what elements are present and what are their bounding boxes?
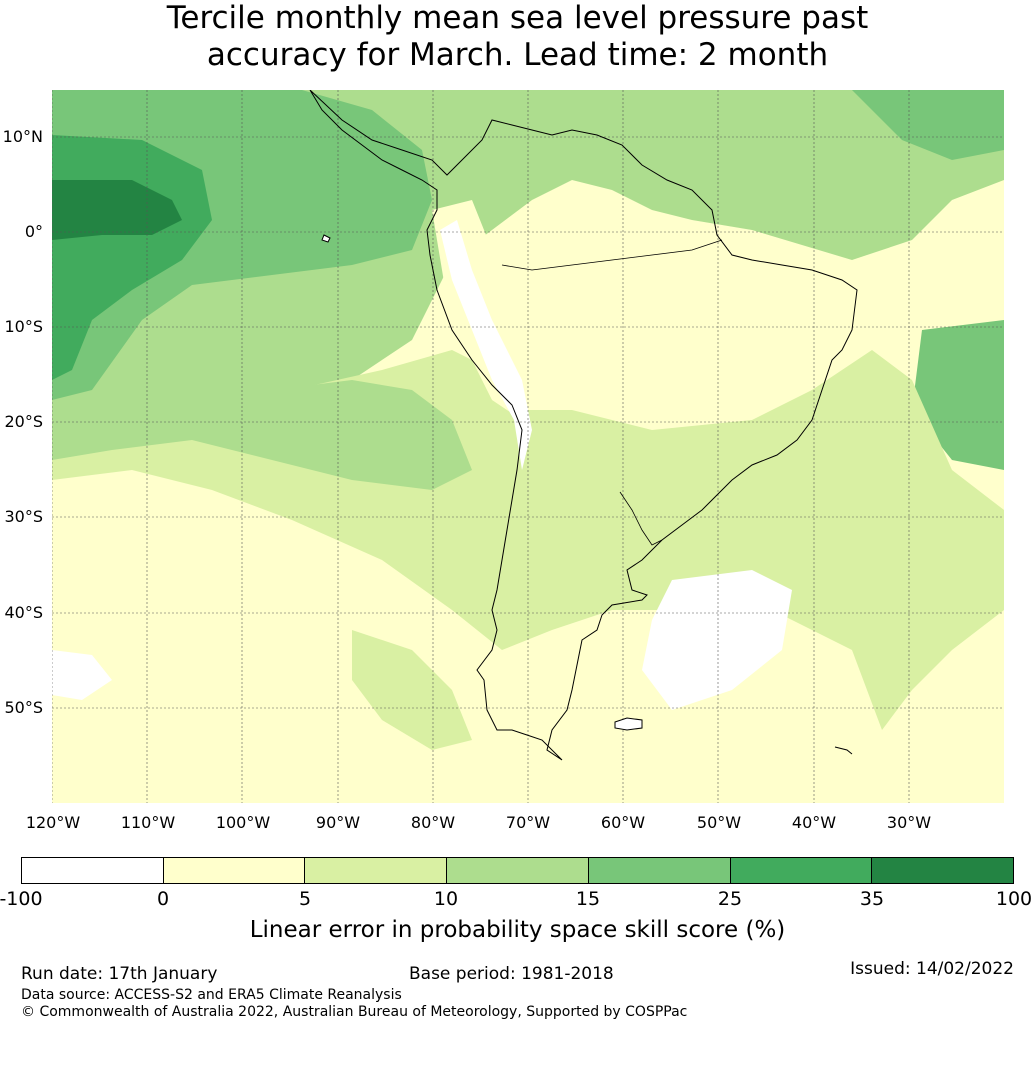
amazon-river bbox=[501, 239, 723, 271]
south-america-coastline bbox=[309, 90, 858, 761]
lon-label-40w: 40°W bbox=[791, 813, 837, 832]
falkland-islands bbox=[614, 717, 643, 731]
lat-label-50s: 50°S bbox=[4, 698, 43, 717]
colorbar-segment-3 bbox=[447, 858, 589, 883]
south-georgia bbox=[834, 746, 853, 755]
lat-label-10s: 10°S bbox=[4, 317, 43, 336]
skill-map-svg bbox=[52, 90, 1004, 803]
colorbar-tick: 10 bbox=[433, 888, 459, 910]
base-period: Base period: 1981-2018 bbox=[409, 964, 614, 984]
colorbar-segment-4 bbox=[588, 858, 731, 883]
colorbar-tick: 5 bbox=[298, 888, 312, 910]
lon-label-50w: 50°W bbox=[696, 813, 742, 832]
galapagos-islands bbox=[321, 234, 331, 243]
rio-de-la-plata bbox=[619, 491, 663, 546]
lon-label-100w: 100°W bbox=[215, 813, 271, 832]
lat-label-30s: 30°S bbox=[4, 507, 43, 526]
colorbar-segment-1 bbox=[163, 858, 306, 883]
colorbar-tick: 35 bbox=[859, 888, 885, 910]
lon-label-90w: 90°W bbox=[315, 813, 361, 832]
colorbar-tick: -100 bbox=[0, 888, 43, 910]
zone-15-25-atlantic-north bbox=[852, 90, 1004, 160]
gridlines bbox=[52, 90, 1004, 803]
zone-5-10-south bbox=[352, 630, 472, 750]
lat-label-20s: 20°S bbox=[4, 412, 43, 431]
lon-label-120w: 120°W bbox=[25, 813, 81, 832]
lat-label-0: 0° bbox=[24, 222, 43, 241]
lon-label-80w: 80°W bbox=[410, 813, 456, 832]
lat-label-40s: 40°S bbox=[4, 603, 43, 622]
skill-map bbox=[52, 90, 1004, 803]
zone-negative-pacific-south bbox=[52, 650, 112, 700]
data-source: Data source: ACCESS-S2 and ERA5 Climate … bbox=[21, 987, 402, 1003]
zone-35-100-pacific bbox=[52, 180, 182, 240]
colorbar-segment-6 bbox=[872, 858, 1014, 883]
map-title: Tercile monthly mean sea level pressure … bbox=[0, 0, 1035, 74]
run-date: Run date: 17th January bbox=[21, 964, 218, 984]
title-line-1: Tercile monthly mean sea level pressure … bbox=[166, 0, 869, 36]
lon-label-30w: 30°W bbox=[886, 813, 932, 832]
colorbar-label: Linear error in probability space skill … bbox=[249, 917, 786, 943]
zone-negative-andes bbox=[440, 220, 532, 470]
colorbar-tick: 100 bbox=[995, 888, 1033, 910]
colorbar-segment-2 bbox=[305, 858, 448, 883]
lon-label-70w: 70°W bbox=[505, 813, 551, 832]
colorbar-segment-5 bbox=[730, 858, 873, 883]
colorbar-tick: 0 bbox=[156, 888, 170, 910]
lon-label-110w: 110°W bbox=[120, 813, 176, 832]
zone-negative-south-atlantic bbox=[642, 570, 792, 710]
lon-label-60w: 60°W bbox=[600, 813, 646, 832]
issued-date: Issued: 14/02/2022 bbox=[850, 959, 1014, 979]
lat-label-10n: 10°N bbox=[2, 127, 43, 146]
title-line-2: accuracy for March. Lead time: 2 month bbox=[206, 37, 829, 73]
colorbar-segment-0 bbox=[22, 858, 164, 883]
colorbar-tick: 25 bbox=[717, 888, 743, 910]
zone-10-15-central bbox=[52, 380, 472, 490]
colorbar-tick: 15 bbox=[575, 888, 601, 910]
copyright: © Commonwealth of Australia 2022, Austra… bbox=[21, 1004, 688, 1020]
colorbar bbox=[21, 857, 1014, 884]
